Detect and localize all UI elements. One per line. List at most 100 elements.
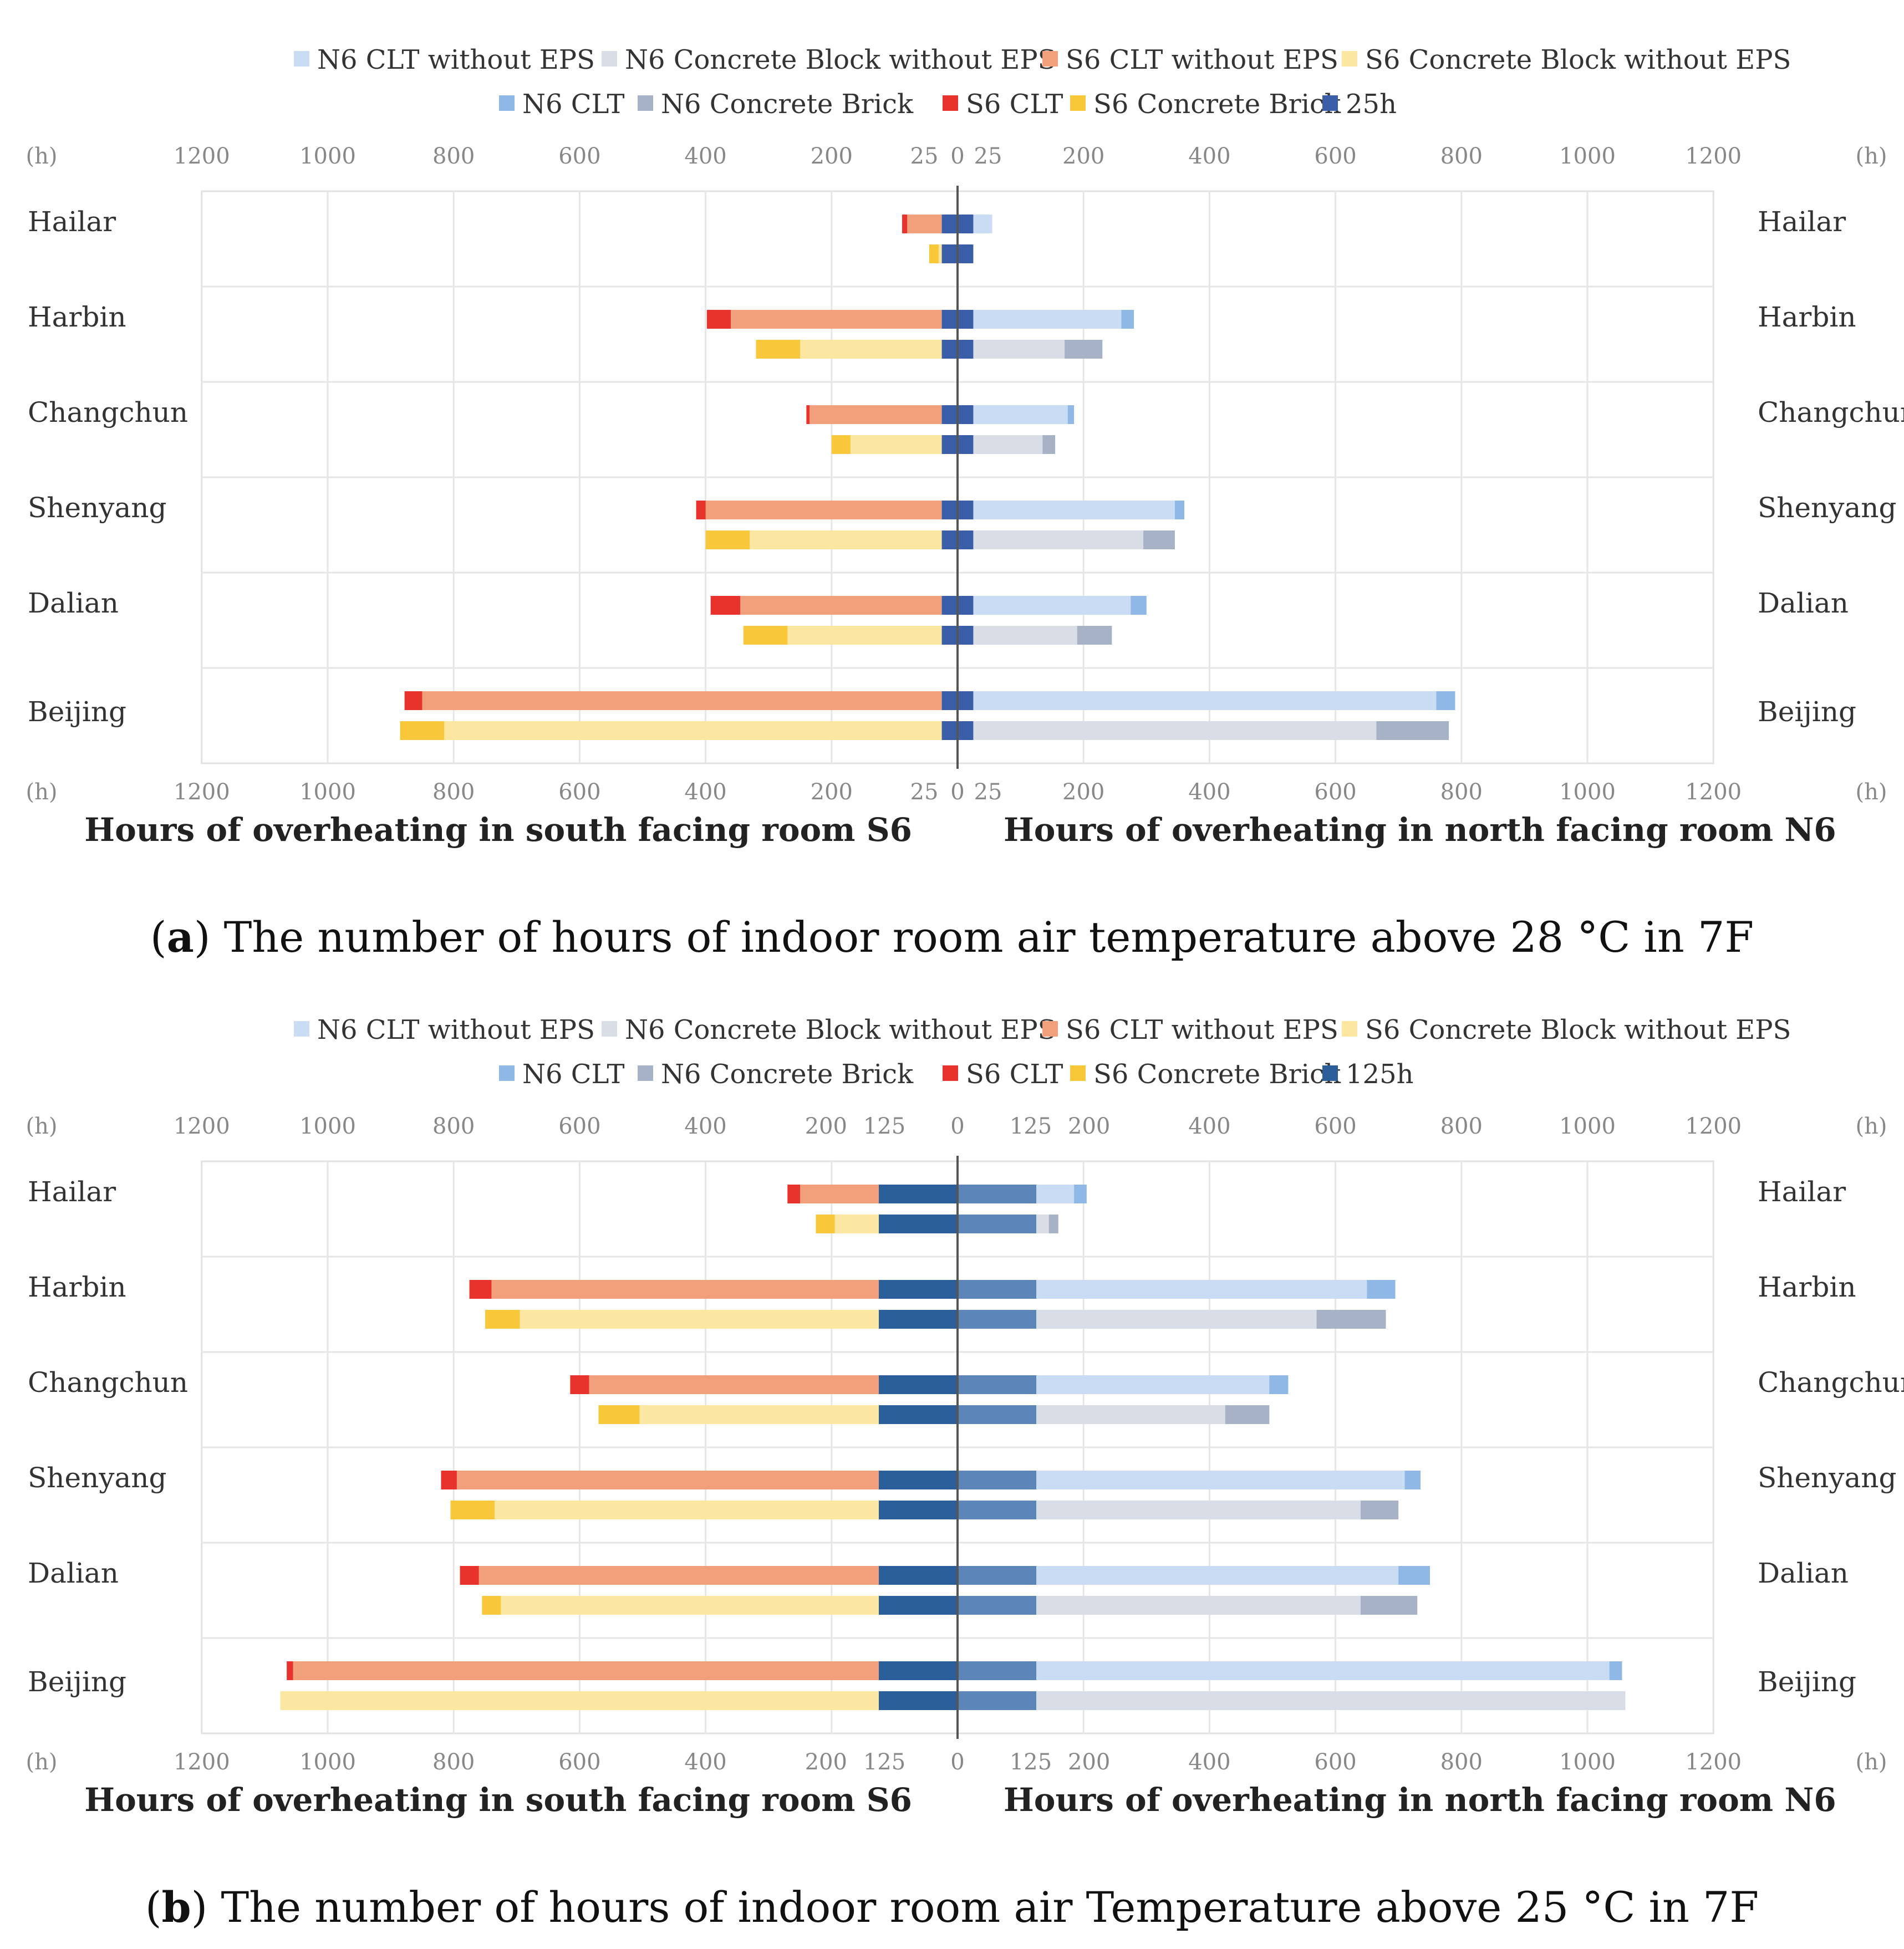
chart-panel-a: N6 CLT without EPS N6 Concrete Block with…: [26, 44, 1904, 962]
bar-s6-clt-without-eps: [705, 501, 942, 519]
bar-n6-concrete-block-without-eps: [1036, 1405, 1225, 1424]
tick-label-bottom: 0: [950, 1749, 964, 1775]
bar-s6-concrete-block-without-eps: [520, 1310, 879, 1329]
bar-n6-concrete-block-without-eps: [1036, 1691, 1626, 1710]
tick-label-top: 800: [432, 1114, 475, 1139]
tick-label-bottom: 400: [1188, 1749, 1230, 1775]
tick-label-top: 1200: [174, 1114, 230, 1139]
legend-swatch: [1342, 1021, 1357, 1037]
unit-label: (h): [1856, 1749, 1887, 1775]
bar-s6-clt-without-eps: [478, 1566, 879, 1585]
legend-swatch: [499, 1065, 515, 1081]
tick-label-bottom: 1000: [1559, 779, 1616, 805]
tick-label-top: 25: [974, 144, 1002, 169]
tick-label-top: 125: [863, 1114, 905, 1139]
legend-label: S6 Concrete Brick: [1093, 1059, 1341, 1090]
city-label-right: Shenyang: [1758, 1462, 1897, 1494]
legend-label: N6 Concrete Brick: [661, 1059, 914, 1090]
unit-label: (h): [26, 1114, 58, 1139]
bar-threshold-north: [958, 1215, 1036, 1233]
bar-threshold-north: [958, 215, 974, 233]
bar-threshold-south: [941, 530, 958, 549]
city-label-right: Harbin: [1758, 301, 1856, 333]
tick-label-bottom: 800: [432, 779, 475, 805]
bar-n6-concrete-block-without-eps: [1036, 1215, 1049, 1233]
city-label-right: Dalian: [1758, 587, 1849, 619]
legend-swatch: [638, 1065, 653, 1081]
tick-label-bottom: 600: [558, 1749, 600, 1775]
bar-threshold-north: [958, 1566, 1036, 1585]
legend-label: N6 Concrete Brick: [661, 89, 914, 120]
bar-n6-clt-without-eps: [973, 501, 1175, 519]
tick-label-bottom: 800: [432, 1749, 475, 1775]
legend-swatch: [294, 1021, 309, 1037]
city-label-left: Hailar: [28, 1176, 116, 1208]
city-label-left: Harbin: [28, 1271, 126, 1303]
city-label-left: Changchun: [28, 1366, 188, 1399]
tick-label-top: 800: [432, 144, 475, 169]
tick-label-top: 800: [1440, 1114, 1483, 1139]
bar-threshold-south: [879, 1471, 958, 1489]
legend-label: S6 CLT: [966, 1059, 1063, 1090]
x-axis-title-north: Hours of overheating in north facing roo…: [1004, 811, 1836, 849]
tick-label-top: 125: [1010, 1114, 1052, 1139]
tick-label-top: 200: [805, 1114, 847, 1139]
bar-threshold-south: [879, 1375, 958, 1394]
caption-text: ) The number of hours of indoor room air…: [194, 912, 1754, 962]
bar-threshold-south: [941, 405, 958, 424]
city-label-left: Shenyang: [28, 1462, 167, 1494]
bar-n6-clt-without-eps: [1036, 1280, 1367, 1299]
bar-s6-clt-without-eps: [491, 1280, 879, 1299]
tick-label-bottom: 400: [684, 779, 726, 805]
bar-threshold-north: [958, 1375, 1036, 1394]
tick-label-top: 0: [950, 144, 964, 169]
legend-swatch: [1342, 51, 1357, 67]
bar-n6-clt-without-eps: [1036, 1661, 1610, 1680]
tick-label-top: 1200: [1685, 1114, 1742, 1139]
unit-label: (h): [1856, 779, 1887, 805]
bar-threshold-south: [941, 626, 958, 645]
tick-label-top: 1000: [299, 1114, 356, 1139]
tick-label-bottom: 600: [558, 779, 600, 805]
bar-n6-clt-without-eps: [973, 596, 1131, 615]
legend-label: S6 Concrete Block without EPS: [1365, 44, 1791, 75]
bar-threshold-north: [958, 1280, 1036, 1299]
bar-threshold-south: [941, 435, 958, 454]
tick-label-top: 1000: [299, 144, 356, 169]
bar-threshold-north: [958, 530, 974, 549]
tick-label-bottom: 1200: [174, 1749, 230, 1775]
bar-threshold-north: [958, 1471, 1036, 1489]
bar-s6-clt-without-eps: [907, 215, 942, 233]
panel-caption: (a) The number of hours of indoor room a…: [150, 912, 1754, 962]
tick-label-top: 200: [1068, 1114, 1110, 1139]
tick-label-top: 400: [684, 144, 726, 169]
bar-threshold-south: [879, 1310, 958, 1329]
legend-label: N6 Concrete Block without EPS: [625, 44, 1056, 75]
bar-n6-concrete-block-without-eps: [973, 721, 1377, 740]
legend-label: 125h: [1346, 1059, 1414, 1090]
legend-label: N6 Concrete Block without EPS: [625, 1014, 1056, 1045]
tick-label-bottom: 400: [684, 1749, 726, 1775]
tick-label-top: 1000: [1559, 1114, 1616, 1139]
tick-label-top: 600: [1314, 1114, 1356, 1139]
city-label-right: Shenyang: [1758, 492, 1897, 524]
city-label-left: Hailar: [28, 206, 116, 238]
bar-threshold-north: [958, 1661, 1036, 1680]
caption-letter: b: [162, 1882, 191, 1932]
tick-label-top: 600: [558, 144, 600, 169]
bar-n6-concrete-block-without-eps: [1036, 1596, 1361, 1615]
legend-swatch: [602, 51, 617, 67]
city-label-left: Beijing: [28, 696, 126, 728]
bar-threshold-south: [879, 1596, 958, 1615]
bar-threshold-north: [958, 1405, 1036, 1424]
bar-threshold-north: [958, 405, 974, 424]
bar-s6-clt-without-eps: [800, 1185, 879, 1203]
legend-swatch: [943, 95, 958, 111]
bar-threshold-north: [958, 310, 974, 329]
bar-s6-concrete-block-without-eps: [834, 1215, 879, 1233]
legend-swatch: [294, 51, 309, 67]
bar-n6-concrete-block-without-eps: [973, 626, 1077, 645]
unit-label: (h): [1856, 144, 1887, 169]
city-label-right: Changchun: [1758, 396, 1904, 428]
